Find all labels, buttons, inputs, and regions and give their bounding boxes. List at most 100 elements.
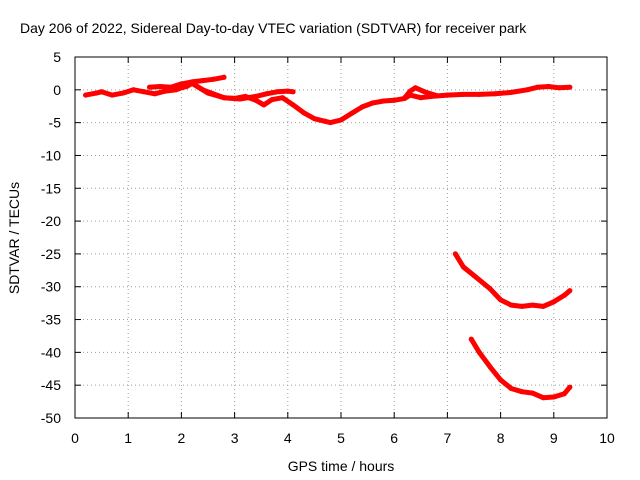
data-point: [561, 391, 567, 397]
data-point: [381, 98, 387, 104]
data-point: [131, 87, 136, 93]
data-point: [147, 84, 152, 90]
data-point: [221, 74, 227, 80]
data-point: [359, 104, 365, 110]
x-axis-ticks: 0 1 2 3 4 5 6 7 8 9 10: [71, 57, 615, 446]
data-point: [524, 87, 530, 93]
data-point: [162, 88, 168, 94]
data-point: [327, 120, 333, 126]
data-point: [311, 116, 317, 122]
data-point: [508, 89, 514, 95]
data-point: [290, 102, 296, 108]
data-series: [83, 74, 573, 401]
data-point: [561, 292, 567, 298]
y-axis-label: SDTVAR / TECUs: [6, 182, 22, 294]
series-5: [468, 336, 573, 401]
y-tick-label: 0: [53, 82, 61, 98]
y-tick-label: -50: [41, 410, 61, 426]
data-point: [556, 85, 562, 91]
data-point: [471, 273, 477, 279]
data-point: [508, 302, 514, 308]
data-point: [476, 349, 482, 355]
data-point: [444, 92, 450, 98]
x-tick-label: 6: [390, 430, 398, 446]
y-tick-label: -10: [41, 147, 61, 163]
series-4: [452, 251, 573, 309]
x-tick-label: 8: [497, 430, 505, 446]
data-point: [413, 85, 418, 91]
data-point: [530, 390, 535, 396]
data-point: [460, 264, 466, 270]
x-tick-label: 1: [124, 430, 132, 446]
data-point: [274, 89, 280, 95]
grid-lines: [75, 57, 607, 418]
data-point: [530, 302, 535, 308]
data-point: [152, 91, 158, 97]
data-point: [168, 84, 174, 90]
data-point: [120, 90, 126, 96]
data-point: [261, 102, 267, 108]
data-point: [407, 88, 413, 94]
data-point: [452, 251, 458, 257]
data-point: [567, 84, 573, 90]
data-point: [418, 95, 424, 101]
data-point: [487, 364, 493, 370]
data-point: [178, 81, 184, 87]
y-tick-label: -30: [41, 279, 61, 295]
data-point: [476, 91, 482, 97]
data-point: [402, 95, 408, 101]
data-point: [205, 90, 211, 96]
series-2: [189, 80, 296, 102]
data-point: [460, 91, 466, 97]
x-tick-label: 5: [337, 430, 345, 446]
data-point: [109, 92, 115, 98]
data-point: [567, 384, 573, 390]
y-tick-label: -25: [41, 246, 61, 262]
x-tick-label: 0: [71, 430, 79, 446]
data-point: [189, 80, 195, 86]
y-tick-label: -5: [49, 115, 62, 131]
data-point: [157, 84, 163, 89]
data-point: [508, 386, 514, 391]
y-tick-label: -45: [41, 377, 61, 393]
x-axis-label: GPS time / hours: [288, 458, 395, 474]
x-tick-label: 4: [284, 430, 292, 446]
data-point: [519, 303, 525, 309]
series-line: [468, 336, 573, 401]
y-tick-label: 5: [53, 49, 61, 65]
data-point: [423, 89, 429, 95]
data-point: [349, 110, 355, 116]
data-point: [519, 389, 525, 395]
data-point: [290, 89, 296, 95]
series-line: [83, 80, 573, 126]
data-point: [269, 97, 275, 103]
series-3: [402, 85, 440, 101]
data-point: [551, 394, 557, 400]
data-point: [540, 395, 546, 401]
data-point: [83, 92, 89, 98]
data-point: [551, 299, 557, 305]
data-point: [546, 84, 551, 89]
y-tick-label: -20: [41, 213, 61, 229]
x-tick-label: 10: [599, 430, 615, 446]
data-point: [322, 118, 328, 124]
data-point: [468, 336, 474, 342]
x-tick-label: 3: [231, 430, 239, 446]
data-point: [93, 90, 99, 96]
data-point: [370, 100, 376, 106]
data-point: [540, 303, 546, 309]
data-point: [338, 117, 344, 123]
data-point: [487, 286, 493, 292]
data-point: [285, 88, 291, 94]
x-tick-label: 7: [444, 430, 452, 446]
series-line: [452, 251, 573, 309]
y-tick-label: -15: [41, 180, 61, 196]
y-tick-label: -35: [41, 312, 61, 328]
y-tick-label: -40: [41, 344, 61, 360]
data-point: [253, 93, 259, 99]
y-axis-ticks: 5 0 -5 -10 -15 -20 -25 -30 -35 -40 -45 -50: [41, 49, 607, 426]
data-point: [434, 93, 440, 99]
data-point: [264, 91, 269, 97]
x-tick-label: 9: [550, 430, 558, 446]
